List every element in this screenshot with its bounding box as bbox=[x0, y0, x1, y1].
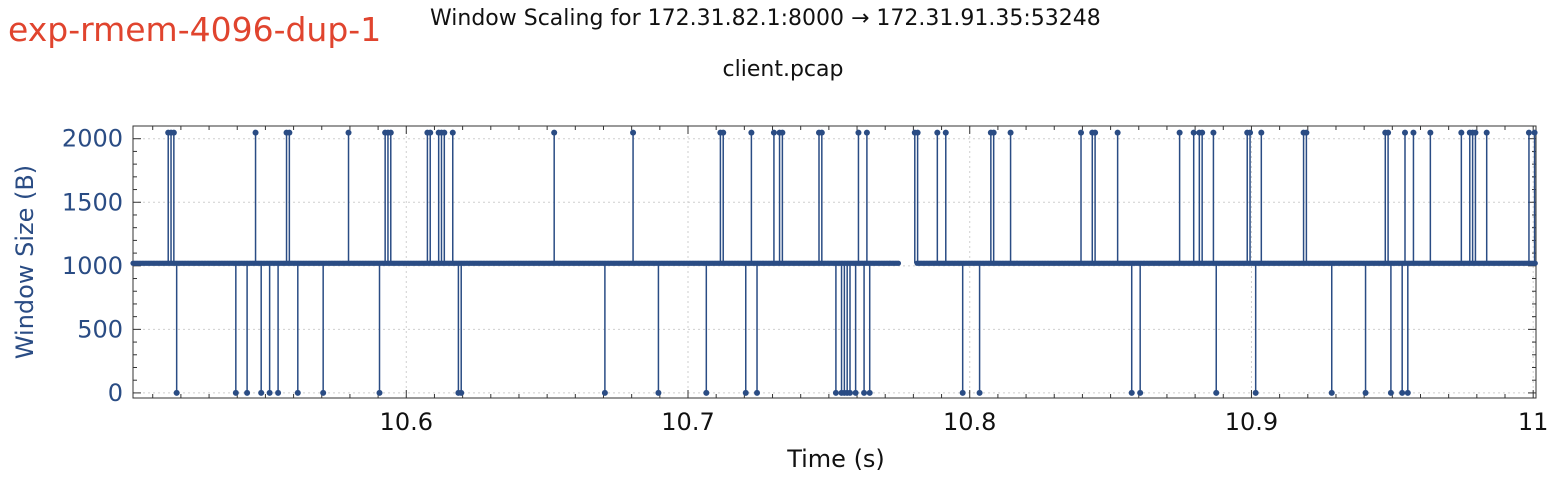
data-point-high bbox=[1401, 129, 1408, 136]
data-point-high bbox=[1258, 129, 1265, 136]
data-point-high bbox=[914, 129, 921, 136]
data-point-low bbox=[1137, 389, 1144, 396]
x-tick-label: 10.6 bbox=[380, 408, 433, 436]
data-point-high bbox=[286, 129, 293, 136]
data-point-high bbox=[1458, 129, 1465, 136]
data-point-high bbox=[942, 129, 949, 136]
data-point-high bbox=[1092, 129, 1099, 136]
data-point-low bbox=[703, 389, 710, 396]
data-point-low bbox=[1404, 389, 1411, 396]
data-point-low bbox=[601, 389, 608, 396]
chart-subtitle: client.pcap bbox=[722, 57, 844, 82]
data-point-low bbox=[959, 389, 966, 396]
data-point-high bbox=[1176, 129, 1183, 136]
data-point-high bbox=[1410, 129, 1417, 136]
data-point-high bbox=[551, 129, 558, 136]
data-point-low bbox=[1387, 389, 1394, 396]
data-point-low bbox=[232, 389, 239, 396]
data-point-low bbox=[846, 389, 853, 396]
data-point-low bbox=[266, 389, 273, 396]
y-tick-label: 500 bbox=[77, 315, 123, 343]
data-point-high bbox=[387, 129, 394, 136]
data-point-low bbox=[1213, 389, 1220, 396]
data-point-low bbox=[754, 389, 761, 396]
data-point-low bbox=[1128, 389, 1135, 396]
data-point-low bbox=[275, 389, 282, 396]
data-point-high bbox=[818, 129, 825, 136]
data-point-low bbox=[852, 389, 859, 396]
data-point-low bbox=[294, 389, 301, 396]
data-point-low bbox=[320, 389, 327, 396]
data-point-low bbox=[1252, 389, 1259, 396]
data-point-high bbox=[1531, 129, 1538, 136]
data-point-high bbox=[170, 129, 177, 136]
y-tick-label: 0 bbox=[108, 379, 123, 407]
data-point-high bbox=[1007, 129, 1014, 136]
data-point-high bbox=[1472, 129, 1479, 136]
data-point-high bbox=[1525, 129, 1532, 136]
data-point-high bbox=[1114, 129, 1121, 136]
data-point-low bbox=[376, 389, 383, 396]
data-point-high bbox=[630, 129, 637, 136]
x-axis-label: Time (s) bbox=[786, 445, 885, 473]
data-point-high bbox=[1427, 129, 1434, 136]
data-point-low bbox=[742, 389, 749, 396]
data-point-high bbox=[863, 129, 870, 136]
data-point-low bbox=[861, 389, 868, 396]
axis-layer: 10.6 10.7 10.8 10.9 11 0 500 1000 1500 2000 bbox=[62, 125, 1549, 436]
data-point-low bbox=[1399, 389, 1406, 396]
data-point-high bbox=[1483, 129, 1490, 136]
data-point-high bbox=[1210, 129, 1217, 136]
data-point-low bbox=[173, 389, 180, 396]
data-point-low bbox=[1362, 389, 1369, 396]
data-point-low bbox=[458, 389, 465, 396]
data-point-high bbox=[779, 129, 786, 136]
data-point-high bbox=[1190, 129, 1197, 136]
x-tick-label: 10.8 bbox=[943, 408, 996, 436]
data-point-high bbox=[1303, 129, 1310, 136]
data-point-high bbox=[427, 129, 434, 136]
x-tick-label: 11 bbox=[1518, 408, 1549, 436]
data-point-high bbox=[770, 129, 777, 136]
data-point-high bbox=[1199, 129, 1206, 136]
data-point-high bbox=[441, 129, 448, 136]
data-point-high bbox=[1078, 129, 1085, 136]
data-point-high bbox=[1385, 129, 1392, 136]
data-point-low bbox=[866, 389, 873, 396]
data-point-high bbox=[449, 129, 456, 136]
data-point-high bbox=[855, 129, 862, 136]
data-point-high bbox=[720, 129, 727, 136]
data-point-low bbox=[258, 389, 265, 396]
x-tick-label: 10.9 bbox=[1225, 408, 1278, 436]
y-axis-label: Window Size (B) bbox=[11, 165, 39, 359]
data-point-high bbox=[1247, 129, 1254, 136]
data-point-low bbox=[832, 389, 839, 396]
data-point-low bbox=[244, 389, 251, 396]
series-window-size bbox=[130, 129, 1538, 396]
data-point-high bbox=[934, 129, 941, 136]
x-tick-label: 10.7 bbox=[661, 408, 714, 436]
data-point bbox=[895, 260, 902, 266]
y-tick-label: 1500 bbox=[62, 188, 123, 216]
data-point-high bbox=[345, 129, 352, 136]
data-point-low bbox=[976, 389, 983, 396]
data-point-low bbox=[655, 389, 662, 396]
data-point-low bbox=[1328, 389, 1335, 396]
run-tag: exp-rmem-4096-dup-1 bbox=[8, 10, 382, 49]
data-point-high bbox=[252, 129, 259, 136]
y-tick-label: 1000 bbox=[62, 252, 123, 280]
chart-title: Window Scaling for 172.31.82.1:8000 → 17… bbox=[430, 6, 1101, 31]
y-tick-label: 2000 bbox=[62, 125, 123, 153]
data-point-high bbox=[990, 129, 997, 136]
data-point-high bbox=[748, 129, 755, 136]
